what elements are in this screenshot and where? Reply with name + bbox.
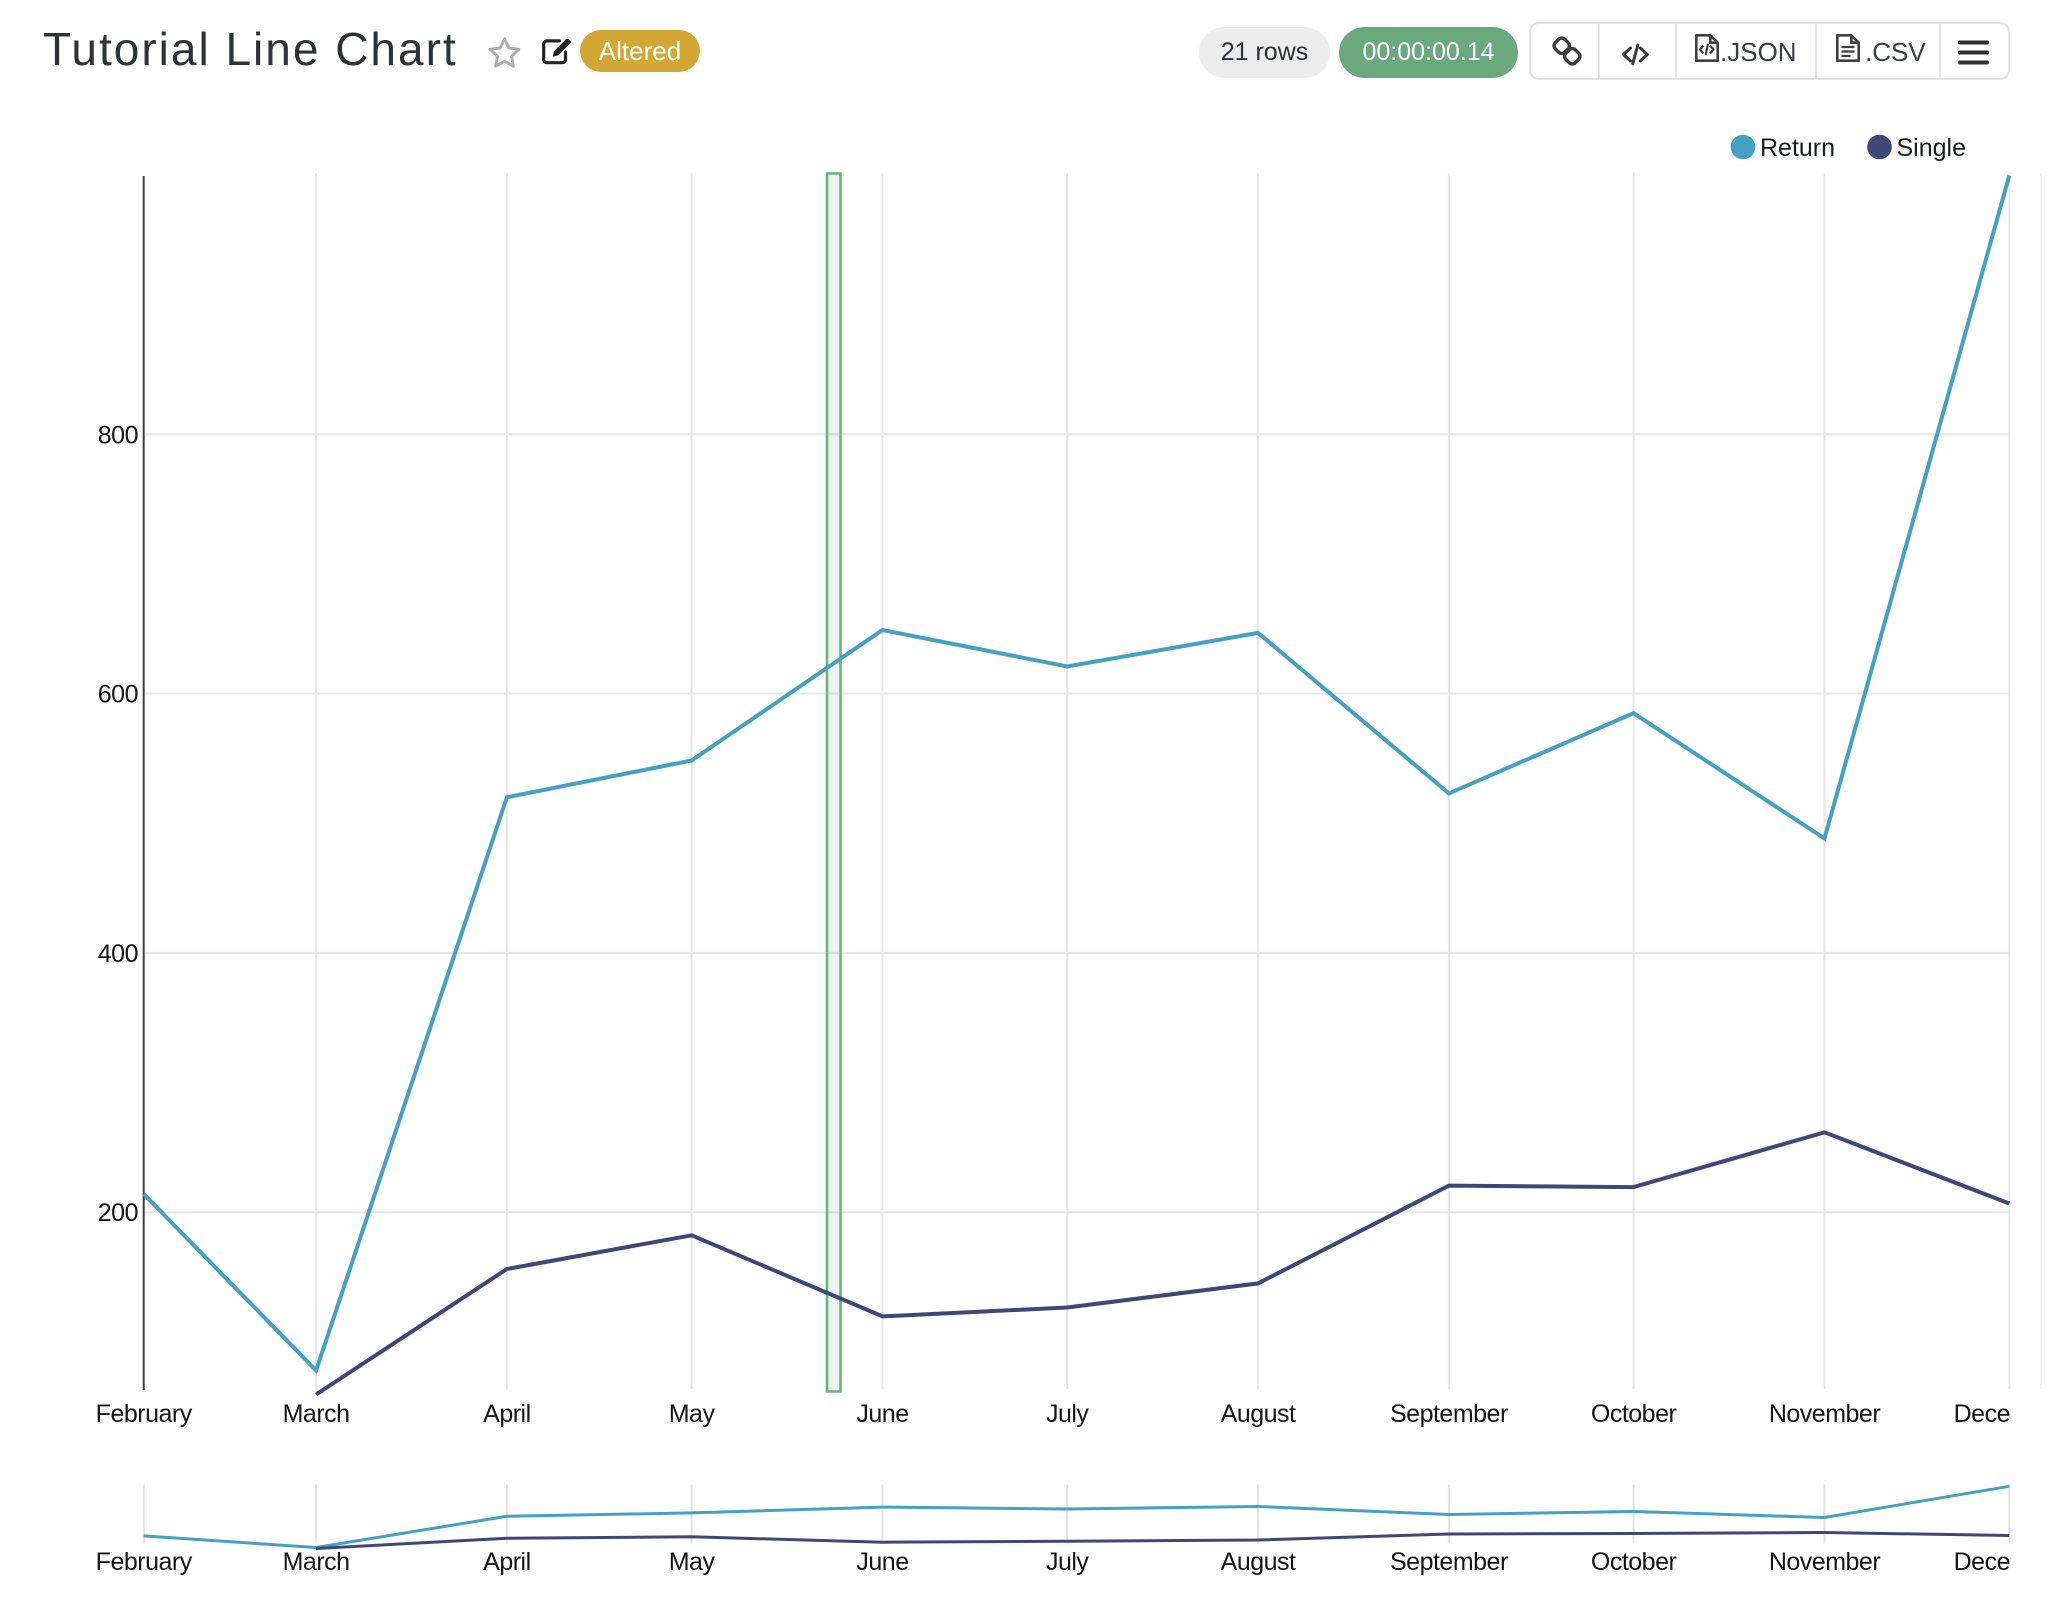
svg-text:April: April (483, 1400, 531, 1428)
svg-text:October: October (1591, 1400, 1677, 1428)
svg-text:August: August (1221, 1400, 1296, 1428)
svg-text:March: March (283, 1400, 350, 1428)
svg-text:October: October (1591, 1548, 1677, 1576)
svg-text:December: December (1954, 1400, 2050, 1428)
svg-text:200: 200 (98, 1199, 138, 1227)
svg-text:June: June (856, 1548, 908, 1576)
svg-text:May: May (669, 1548, 716, 1576)
svg-text:800: 800 (98, 421, 138, 449)
svg-text:February: February (96, 1548, 193, 1576)
svg-text:November: November (1769, 1400, 1880, 1428)
svg-text:September: September (1390, 1400, 1508, 1428)
svg-text:February: February (96, 1400, 193, 1428)
svg-text:August: August (1221, 1548, 1296, 1576)
svg-text:April: April (483, 1548, 531, 1576)
svg-text:September: September (1390, 1548, 1508, 1576)
svg-text:November: November (1769, 1548, 1880, 1576)
svg-text:May: May (669, 1400, 716, 1428)
svg-text:Single: Single (1897, 134, 1967, 162)
svg-text:Return: Return (1760, 134, 1835, 162)
svg-text:June: June (856, 1400, 908, 1428)
svg-text:December: December (1954, 1548, 2050, 1576)
svg-text:600: 600 (98, 681, 138, 709)
svg-text:400: 400 (98, 940, 138, 968)
svg-text:March: March (283, 1548, 350, 1576)
svg-text:July: July (1046, 1400, 1089, 1428)
svg-text:July: July (1046, 1548, 1089, 1576)
